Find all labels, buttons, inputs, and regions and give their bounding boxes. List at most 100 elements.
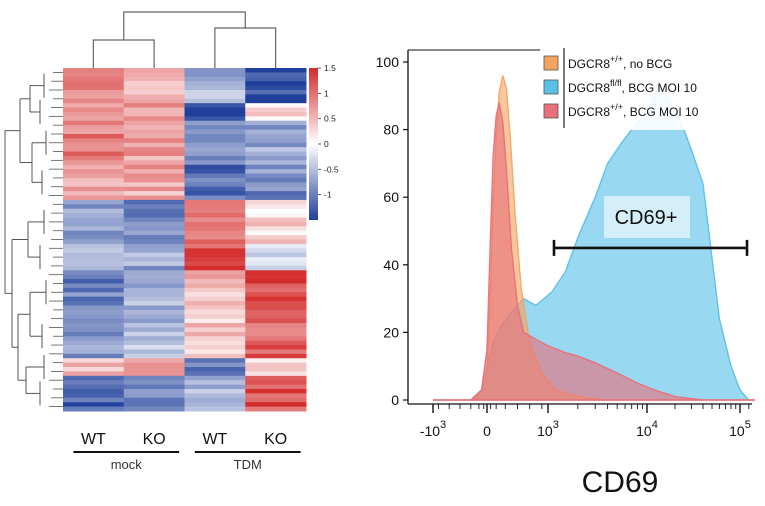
heatmap-cell (245, 248, 307, 254)
legend-label: DGCR8+/+, BCG MOI 10 (568, 102, 699, 119)
heatmap-cell (184, 362, 246, 368)
heatmap-cell (123, 362, 185, 368)
colorbar-tick-label: -1 (324, 190, 332, 200)
heatmap-cell (245, 257, 307, 262)
heatmap-cell (63, 345, 125, 350)
heatmap-column-label: KO (264, 431, 287, 448)
heatmap-cell (184, 133, 246, 139)
heatmap-cell (123, 380, 185, 386)
heatmap-cell (63, 287, 125, 293)
heatmap-cell (123, 248, 185, 254)
heatmap-cell (184, 217, 246, 223)
heatmap-cell (184, 81, 246, 87)
heatmap-cell (63, 160, 125, 166)
heatmap-cell (245, 226, 307, 232)
heatmap-cell (123, 402, 185, 408)
legend-label-base: DGCR8 (568, 81, 610, 95)
heatmap-cell (63, 94, 125, 100)
heatmap-cell (245, 274, 307, 280)
heatmap-cell (245, 402, 307, 408)
heatmap-cell (63, 257, 125, 262)
heatmap-cell (245, 340, 307, 346)
heatmap-cell (245, 111, 307, 117)
x-axis-title: CD69 (582, 466, 659, 499)
heatmap-cell (63, 283, 125, 289)
heatmap-cell (184, 182, 246, 188)
heatmap-cell (184, 279, 246, 284)
heatmap-cell (63, 265, 125, 271)
heatmap-cell (63, 173, 125, 179)
heatmap-cell (245, 358, 307, 364)
heatmap-cell (245, 371, 307, 377)
heatmap-cell (245, 89, 307, 95)
heatmap-cell (245, 217, 307, 223)
heatmap-cell (63, 68, 125, 73)
heatmap-cell (123, 76, 185, 82)
heatmap-cell (245, 318, 307, 324)
x-tick-exponent: 3 (553, 419, 559, 431)
heatmap-cell (123, 296, 185, 302)
heatmap-cell (184, 380, 246, 386)
heatmap-cell (184, 186, 246, 192)
heatmap-cell (245, 292, 307, 298)
heatmap-cell (184, 103, 246, 109)
heatmap-cell (123, 389, 185, 394)
heatmap-cell (123, 230, 185, 236)
legend-label-base: DGCR8 (568, 105, 610, 119)
dendrogram-branch (92, 39, 155, 68)
heatmap-cell (184, 226, 246, 232)
heatmap-cell (123, 151, 185, 157)
heatmap-cell (63, 195, 125, 201)
heatmap-cell (123, 279, 185, 284)
heatmap-cell (184, 151, 246, 157)
y-tick-label: 100 (376, 54, 400, 70)
heatmap-cell (184, 283, 246, 289)
heatmap-cell (184, 345, 246, 350)
heatmap-cell (245, 327, 307, 333)
heatmap-cell (123, 142, 185, 148)
heatmap-cell (123, 375, 185, 381)
heatmap-cell (63, 103, 125, 109)
y-tick-label: 80 (383, 122, 399, 138)
heatmap-cell (245, 283, 307, 289)
heatmap-cell (123, 204, 185, 210)
heatmap-column-label: WT (81, 431, 106, 448)
y-tick-label: 40 (383, 257, 399, 273)
heatmap-cell (245, 147, 307, 153)
heatmap-cell (245, 107, 307, 113)
heatmap-cell (245, 270, 307, 276)
gate-label: CD69+ (615, 207, 678, 229)
heatmap-cell (245, 349, 307, 355)
heatmap-cell (245, 345, 307, 350)
heatmap-cell (63, 147, 125, 153)
heatmap-cell (245, 195, 307, 201)
heatmap-cell (123, 173, 185, 179)
heatmap-cell (123, 292, 185, 298)
heatmap-cell (184, 327, 246, 333)
heatmap-cell (184, 257, 246, 262)
legend-label-superscript: +/+ (610, 54, 623, 64)
heatmap-cell (123, 213, 185, 219)
heatmap-cell (123, 243, 185, 249)
y-tick-label: 60 (383, 189, 399, 205)
heatmap-cell (184, 160, 246, 166)
heatmap-cell (245, 323, 307, 328)
heatmap-cell (184, 270, 246, 276)
heatmap-cell (123, 169, 185, 175)
heatmap-cell (245, 367, 307, 372)
heatmap-cell (123, 252, 185, 258)
heatmap-cell (184, 164, 246, 170)
heatmap-cell (123, 336, 185, 342)
heatmap-cell (123, 345, 185, 350)
heatmap-cell (184, 389, 246, 394)
heatmap-cells (63, 68, 307, 412)
heatmap-cell (245, 129, 307, 135)
heatmap-cell (184, 169, 246, 175)
heatmap-cell (63, 85, 125, 91)
heatmap-cell (245, 314, 307, 320)
y-tick-label: 0 (391, 392, 399, 408)
heatmap-cell (63, 327, 125, 333)
heatmap-cell (63, 213, 125, 219)
heatmap-cell (245, 336, 307, 342)
heatmap-cell (63, 169, 125, 175)
